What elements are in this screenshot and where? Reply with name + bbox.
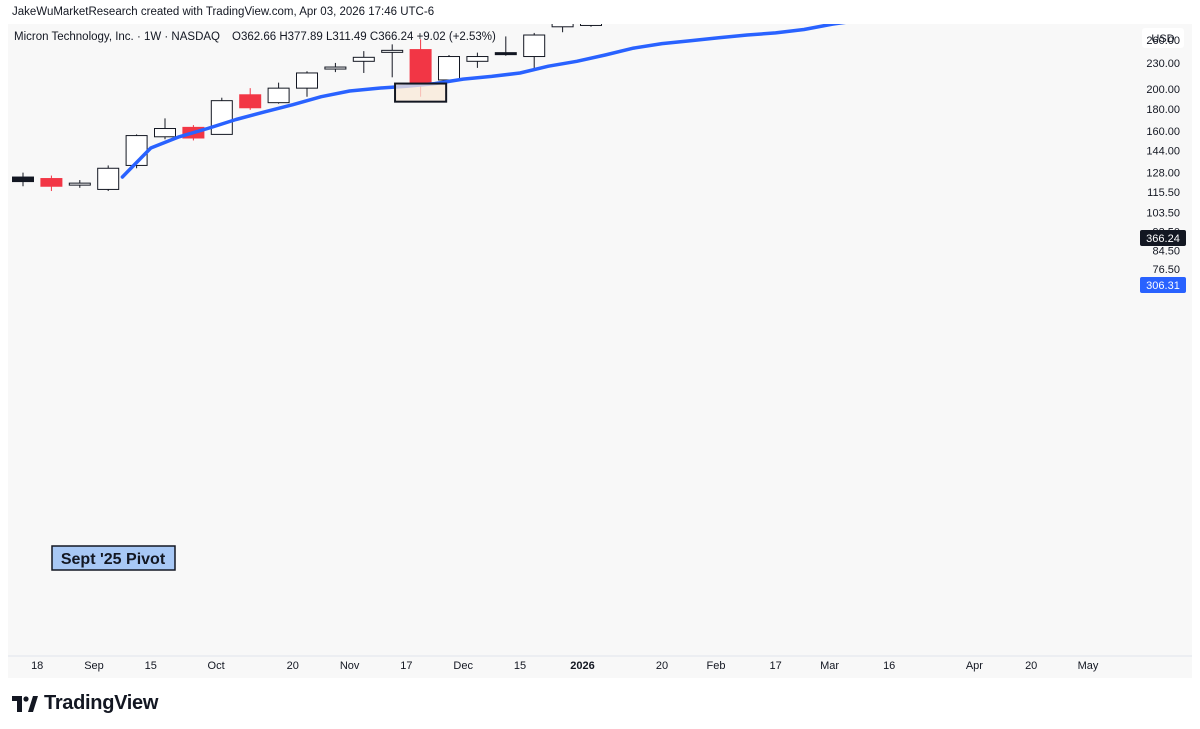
candle: [551, 24, 574, 33]
last-price-value: 366.24: [1146, 233, 1180, 245]
highlight-box: [394, 82, 448, 103]
time-tick-label: Dec: [453, 660, 473, 672]
time-axis[interactable]: 18 Sep 15 Oct 20 Nov 17 Dec 15 2026 20 Feb 17 Mar 16 Ap…: [8, 655, 1192, 672]
time-tick-label: Sep: [84, 660, 104, 672]
price-tick-label: 144.00: [1146, 146, 1180, 158]
candle: [466, 52, 489, 68]
time-tick-label: 2026: [570, 660, 594, 672]
candle: [494, 36, 517, 56]
time-tick-label: 20: [287, 660, 299, 672]
candle-body: [239, 94, 262, 109]
price-tick-label: 128.00: [1146, 168, 1180, 180]
candle: [210, 97, 233, 135]
price-tick-label: 180.00: [1146, 104, 1180, 116]
candle: [40, 175, 63, 192]
ohlc-readout: O362.66 H377.89 L311.49 C366.24 +9.02 (+…: [232, 31, 496, 43]
candle-body: [523, 34, 546, 58]
ma-layer: [120, 24, 846, 179]
candle-body: [466, 56, 489, 62]
price-tick-label: 115.50: [1147, 187, 1180, 199]
candle: [438, 54, 460, 82]
last-price-label: 366.24: [1140, 230, 1186, 246]
candle-body: [438, 56, 460, 81]
price-tick-label: 230.00: [1146, 58, 1180, 70]
candle-body: [40, 178, 63, 187]
candle: [296, 71, 318, 97]
time-tick-label: Feb: [707, 660, 726, 672]
time-tick-label: 15: [514, 660, 526, 672]
candle-body: [352, 56, 375, 62]
time-tick-label: Apr: [966, 660, 983, 672]
candle: [352, 51, 375, 73]
candle-body: [580, 24, 602, 26]
candle: [68, 180, 91, 188]
candle: [154, 118, 176, 140]
currency-label: USD: [1151, 33, 1174, 45]
candle-body: [324, 66, 347, 70]
time-tick-label: 17: [769, 660, 781, 672]
currency-badge[interactable]: [1142, 28, 1184, 48]
candle: [381, 44, 404, 78]
price-tick-label: 103.50: [1146, 207, 1180, 219]
annotation-text: Sept '25 Pivot: [61, 551, 166, 568]
candle-body: [97, 167, 120, 190]
last-price-badge: [1140, 230, 1186, 246]
candle: [267, 82, 290, 104]
candle: [580, 24, 602, 27]
price-tick-label: 290.00: [1146, 24, 1180, 27]
candle-body: [494, 52, 517, 56]
price-tick-label: 160.00: [1146, 126, 1180, 138]
candle: [523, 32, 546, 69]
time-tick-label: 16: [883, 660, 895, 672]
chart-credit-line: JakeWuMarketResearch created with Tradin…: [12, 6, 435, 18]
candle-body: [267, 87, 290, 104]
time-tick-label: 17: [400, 660, 412, 672]
candle-body: [551, 24, 574, 28]
candle-body: [12, 176, 34, 183]
chart-frame: [8, 24, 1192, 678]
candle: [324, 62, 347, 73]
ma-value-badge: [1140, 277, 1186, 293]
time-tick-label: 20: [656, 660, 668, 672]
price-tick-label: 76.50: [1152, 264, 1180, 276]
time-tick-label: 18: [31, 660, 43, 672]
tradingview-logo-icon: [12, 695, 38, 712]
pivot-annotation[interactable]: Sept '25 Pivot: [51, 545, 176, 571]
ma-value-label: 306.31: [1140, 277, 1186, 293]
candle-body: [68, 182, 91, 186]
annotation-box: [51, 545, 176, 571]
candle: [97, 165, 120, 192]
time-tick-label: May: [1078, 660, 1099, 672]
symbol-info: Micron Technology, Inc. · 1W · NASDAQ: [14, 31, 220, 43]
price-tick-label: 260.00: [1146, 35, 1180, 47]
highlight-boxes: [394, 82, 448, 103]
time-tick-label: Mar: [820, 660, 839, 672]
tradingview-logo[interactable]: TradingView: [12, 692, 158, 715]
time-tick-label: Oct: [208, 660, 225, 672]
time-tick-label: Nov: [340, 660, 360, 672]
price-tick-label: 200.00: [1146, 84, 1180, 96]
brand-name: TradingView: [44, 692, 159, 714]
candle-body: [210, 100, 233, 135]
candle-body: [296, 72, 318, 89]
time-tick-label: 15: [145, 660, 157, 672]
price-tick-label: 84.50: [1152, 245, 1180, 257]
time-tick-label: 20: [1025, 660, 1037, 672]
candle-body: [409, 49, 432, 85]
candles-layer: [12, 24, 602, 192]
candle-body: [381, 49, 404, 53]
candle: [239, 88, 262, 110]
ma-value: 306.31: [1146, 280, 1180, 292]
price-chart[interactable]: Micron Technology, Inc. · 1W · NASDAQ O3…: [8, 24, 1192, 678]
price-axis[interactable]: 720.00640.00565.00490.00430.00330.00290.…: [1146, 24, 1180, 276]
ma-line: [120, 24, 846, 179]
candle-body: [154, 128, 176, 138]
candle: [12, 172, 34, 187]
